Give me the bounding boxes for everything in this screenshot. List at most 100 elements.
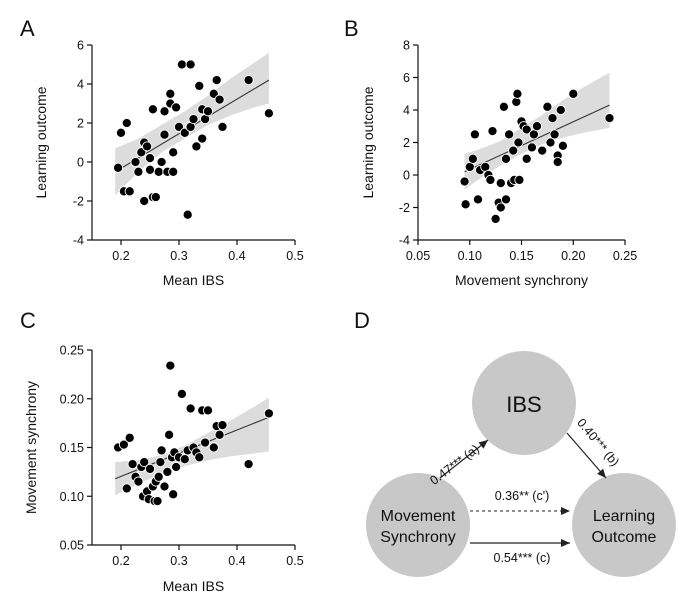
- panel-b-point-20: [508, 145, 519, 156]
- panel-a-y-tick-label-5: 6: [77, 39, 84, 53]
- panel-b-point-39: [552, 156, 563, 168]
- path-c-prime-label: 0.36** (c'): [495, 489, 550, 503]
- panel-c-y-tick-label-2: 0.15: [60, 441, 84, 455]
- panel-b-point-25: [514, 174, 525, 185]
- panel-a-point-38: [202, 106, 214, 117]
- panel-b-y-tick-label-0: -4: [399, 234, 410, 248]
- panel-c-y-axis-title: Movement synchrony: [23, 381, 39, 514]
- panel-c-y-tick-label-1: 0.10: [60, 490, 84, 504]
- panel-b-point-0: [459, 176, 470, 187]
- panel-c-y-tick-label-4: 0.25: [60, 344, 84, 358]
- panel-b-y-tick-label-2: 0: [403, 169, 410, 183]
- panel-c-point-4: [127, 459, 138, 470]
- panel-letter-b: B: [344, 16, 359, 41]
- panel-b-point-36: [547, 113, 558, 124]
- panel-c-x-axis-title: Mean IBS: [163, 578, 224, 594]
- panel-b-point-41: [557, 140, 568, 151]
- path-b-label: 0.40*** (b): [574, 416, 622, 469]
- panel-c-x-tick-label-2: 0.4: [228, 554, 245, 568]
- panel-b-y-axis-title: Learning outcome: [360, 86, 376, 198]
- panel-b-y-tick-label-6: 8: [403, 39, 410, 53]
- panel-a-point-15: [150, 192, 161, 203]
- panel-c-point-19: [156, 445, 167, 456]
- panel-c-point-23: [165, 360, 176, 371]
- panel-letter-a: A: [20, 16, 35, 41]
- scatter-panel-a: 0.2 0.3 0.4 0.5 -4 -2 0 2 4 6 Mean IBS Learning out…: [33, 39, 304, 289]
- panel-b-y-tick-label-5: 6: [403, 71, 410, 85]
- scatter-panel-b: 0.05 0.10 0.15 0.20 0.25 -4 -2 0 2 4 6 8 Movement sy…: [360, 39, 637, 289]
- panel-a-x-tick-label-1: 0.3: [170, 249, 187, 263]
- panel-c-x-tick-label-3: 0.5: [286, 554, 303, 568]
- panel-a-x-axis-title: Mean IBS: [163, 272, 224, 288]
- panel-a-point-19: [159, 129, 170, 140]
- learning-outcome-node: [572, 473, 676, 577]
- panel-b-point-17: [500, 153, 512, 164]
- ibs-node-label: IBS: [506, 392, 541, 417]
- panel-b-point-34: [542, 101, 553, 112]
- panel-a-point-11: [144, 153, 156, 164]
- panel-c-point-42: [217, 420, 228, 431]
- panel-b-y-tick-label-3: 2: [403, 136, 410, 150]
- panel-a-point-42: [217, 121, 228, 132]
- panel-c-point-25: [168, 489, 179, 500]
- panel-c-point-9: [139, 457, 150, 468]
- panel-a-point-1: [115, 127, 127, 138]
- panel-c-point-30: [179, 454, 190, 465]
- panel-a-point-12: [144, 164, 156, 175]
- scatter-panel-c: 0.2 0.3 0.4 0.5 0.05 0.10 0.15 0.20 0.25 Mean IBS…: [23, 344, 304, 595]
- panel-b-regression-line: [464, 104, 610, 173]
- panel-a-point-10: [142, 141, 153, 152]
- panel-b-point-14: [495, 178, 506, 189]
- panel-b-point-18: [504, 129, 515, 140]
- movement-synchrony-node: [366, 473, 470, 577]
- panel-a-point-41: [214, 94, 225, 105]
- panel-c-point-39: [208, 442, 219, 453]
- panel-c-point-37: [200, 437, 211, 448]
- panel-c-point-2: [121, 483, 132, 494]
- panel-b-point-4: [469, 129, 480, 140]
- panel-c-point-27: [171, 461, 182, 473]
- panel-a-x-tick-label-0: 0.2: [112, 249, 129, 263]
- panel-c-point-43: [243, 459, 254, 470]
- panel-b-point-30: [526, 142, 537, 153]
- panel-a-x-tick-label-2: 0.4: [228, 249, 245, 263]
- panel-a-point-44: [263, 108, 274, 119]
- panel-a-point-5: [130, 156, 141, 168]
- panel-b-point-37: [549, 129, 560, 140]
- panel-b-point-10: [487, 126, 498, 137]
- panel-a-point-13: [147, 104, 158, 115]
- panel-b-point-15: [498, 101, 509, 112]
- panel-c-y-tick-label-3: 0.20: [60, 392, 84, 406]
- panel-c-point-21: [162, 466, 173, 477]
- panel-a-point-0: [113, 162, 124, 173]
- panel-a-point-23: [168, 147, 179, 158]
- panel-b-point-35: [545, 137, 556, 148]
- panel-c-point-18: [155, 457, 166, 468]
- mediation-diagram: IBS Movement Synchrony Learning Outcome …: [366, 351, 676, 577]
- movement-node-label-line1: Movement: [381, 508, 456, 525]
- panel-c-point-12: [144, 463, 156, 474]
- panel-a-y-tick-label-0: -4: [73, 234, 84, 248]
- panel-c-y-tick-label-0: 0.05: [60, 539, 84, 553]
- panel-b-y-tick-label-4: 4: [403, 104, 410, 118]
- panel-c-point-3: [124, 432, 135, 443]
- panel-a-point-31: [185, 59, 196, 70]
- panel-b-point-40: [555, 104, 566, 116]
- panel-a-point-9: [139, 195, 150, 207]
- panel-c-x-tick-label-0: 0.2: [112, 554, 129, 568]
- panel-a-point-22: [165, 88, 176, 99]
- panel-c-point-16: [152, 496, 163, 507]
- panel-b-point-42: [568, 88, 579, 99]
- panel-c-point-32: [185, 403, 196, 414]
- panel-b-point-11: [490, 213, 501, 224]
- outcome-node-label-line2: Outcome: [592, 529, 657, 546]
- panel-a-point-34: [194, 80, 205, 91]
- panel-a-point-18: [159, 106, 170, 117]
- panel-c-point-44: [263, 408, 274, 419]
- ibs-node: [472, 351, 576, 455]
- panel-a-point-27: [176, 59, 187, 70]
- panel-a-y-tick-label-4: 4: [77, 78, 84, 92]
- panel-a-point-17: [156, 156, 167, 168]
- panel-a-point-3: [121, 117, 132, 129]
